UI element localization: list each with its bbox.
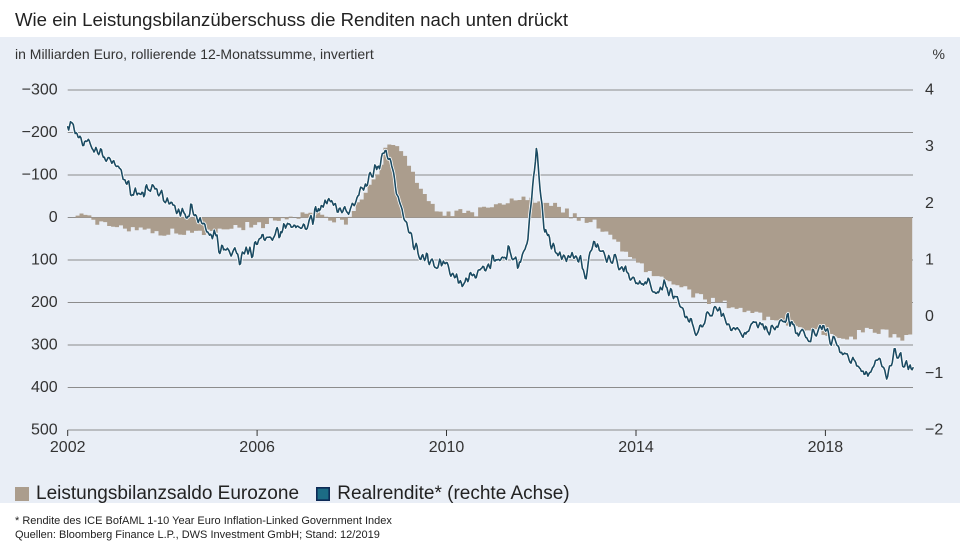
svg-text:100: 100 <box>31 252 58 269</box>
svg-text:500: 500 <box>31 422 58 439</box>
svg-text:3: 3 <box>925 138 934 155</box>
svg-text:300: 300 <box>31 337 58 354</box>
svg-text:2018: 2018 <box>808 439 844 456</box>
svg-text:2002: 2002 <box>50 439 86 456</box>
svg-text:400: 400 <box>31 379 58 396</box>
svg-text:0: 0 <box>49 209 58 226</box>
svg-text:4: 4 <box>925 82 934 99</box>
svg-text:2006: 2006 <box>239 439 275 456</box>
svg-text:2014: 2014 <box>618 439 654 456</box>
svg-text:2010: 2010 <box>429 439 465 456</box>
svg-text:0: 0 <box>925 308 934 325</box>
svg-text:−300: −300 <box>22 82 58 99</box>
svg-text:−100: −100 <box>22 167 58 184</box>
svg-text:1: 1 <box>925 252 934 269</box>
svg-text:2: 2 <box>925 195 934 212</box>
svg-text:200: 200 <box>31 294 58 311</box>
svg-text:−200: −200 <box>22 124 58 141</box>
svg-text:−2: −2 <box>925 422 943 439</box>
svg-text:−1: −1 <box>925 365 943 382</box>
